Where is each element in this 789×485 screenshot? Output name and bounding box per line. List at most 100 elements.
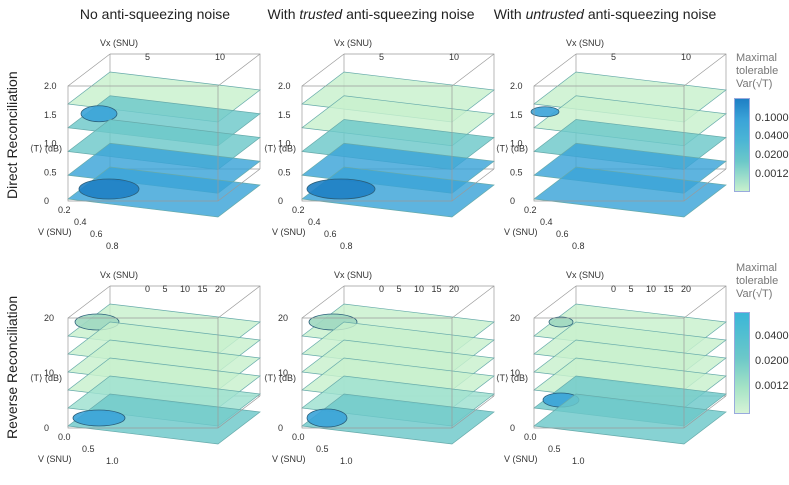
v-tick-label: 0.6	[556, 229, 569, 239]
t-tick-label: 1.5	[44, 110, 57, 120]
front-frame	[533, 285, 727, 429]
front-frame	[533, 53, 727, 202]
v-tick-label: 0.8	[340, 241, 353, 251]
t-tick-label: 1.0	[44, 139, 57, 149]
v-tick-label: 0.8	[572, 241, 585, 251]
vx-tick-label: 10	[449, 52, 459, 62]
vx-axis-label: Vx (SNU)	[334, 38, 372, 48]
column-title-3: With untrusted anti-squeezing noise	[493, 6, 717, 22]
row-title-reverse: Reverse Reconciliation	[4, 295, 20, 440]
vx-tick-label: 20	[215, 284, 225, 294]
legend-top-label-1: 0.1000	[755, 112, 789, 124]
legend-bottom-title: Maximal tolerable Var(√T)	[736, 262, 779, 300]
v-axis-label: V (SNU)	[38, 227, 72, 237]
v-tick-label: 0.0	[58, 432, 71, 442]
t-tick-label: 10	[278, 368, 288, 378]
t-axis-label: ⟨T⟩ (dB)	[264, 373, 296, 383]
colorbar-bottom	[734, 312, 750, 414]
t-axis-label: ⟨T⟩ (dB)	[496, 373, 528, 383]
vx-tick-label: 0	[379, 284, 384, 294]
contour-region	[80, 105, 118, 123]
vx-tick-label: 10	[646, 284, 656, 294]
t-axis-label: ⟨T⟩ (dB)	[30, 373, 62, 383]
plot-direct-trusted: Vx (SNU) V (SNU) ⟨T⟩ (dB) 0 0.5 1.0 1.5 2.0 5 10 0…	[264, 38, 495, 251]
v-tick-label: 0.6	[324, 229, 337, 239]
vx-axis-label: Vx (SNU)	[100, 38, 138, 48]
contour-region	[306, 408, 348, 428]
v-tick-label: 0.6	[90, 229, 103, 239]
vx-tick-label: 10	[414, 284, 424, 294]
contour-region	[72, 409, 126, 427]
contour-region	[306, 178, 376, 200]
v-tick-label: 0.4	[540, 217, 553, 227]
t-axis-label: ⟨T⟩ (dB)	[496, 144, 528, 154]
v-tick-label: 0.5	[548, 444, 561, 454]
vx-axis-label: Vx (SNU)	[566, 38, 604, 48]
legend-top-title: Maximal tolerable Var(√T)	[736, 52, 779, 90]
vx-tick-label: 5	[163, 284, 168, 294]
surface-sheet	[301, 393, 495, 445]
column-title-2: With trusted anti-squeezing noise	[267, 6, 475, 22]
v-tick-label: 1.0	[572, 456, 585, 466]
t-tick-label: 20	[278, 313, 288, 323]
vx-tick-label: 10	[215, 52, 225, 62]
vx-tick-label: 10	[681, 52, 691, 62]
v-tick-label: 0.4	[308, 217, 321, 227]
t-tick-label: 0.5	[278, 167, 291, 177]
vx-axis-label: Vx (SNU)	[334, 270, 372, 280]
row-title-direct: Direct Reconciliation	[4, 71, 20, 199]
v-tick-label: 1.0	[106, 456, 119, 466]
contour-region	[548, 316, 574, 328]
v-tick-label: 0.2	[292, 205, 305, 215]
vx-tick-label: 5	[397, 284, 402, 294]
vx-tick-label: 5	[145, 52, 150, 62]
v-axis-label: V (SNU)	[504, 454, 538, 464]
t-tick-label: 2.0	[44, 81, 57, 91]
v-tick-label: 0.2	[58, 205, 71, 215]
t-tick-label: 0	[510, 196, 515, 206]
legend-bottom-label-3: 0.0012	[755, 380, 789, 392]
surface-sheet	[67, 393, 261, 445]
colorbar-top	[734, 98, 750, 192]
t-tick-label: 0	[44, 196, 49, 206]
surface-sheet	[533, 393, 727, 445]
v-axis-label: V (SNU)	[272, 454, 306, 464]
vx-tick-label: 15	[432, 284, 442, 294]
vx-tick-label: 10	[180, 284, 190, 294]
vx-axis-label: Vx (SNU)	[100, 270, 138, 280]
legend-top-label-2: 0.0400	[755, 130, 789, 142]
t-tick-label: 0.5	[44, 167, 57, 177]
t-tick-label: 2.0	[510, 81, 523, 91]
vx-axis-label: Vx (SNU)	[566, 270, 604, 280]
vx-tick-label: 20	[449, 284, 459, 294]
vx-tick-label: 0	[611, 284, 616, 294]
v-axis-label: V (SNU)	[38, 454, 72, 464]
front-frame	[301, 53, 495, 202]
t-tick-label: 20	[510, 313, 520, 323]
t-tick-label: 1.5	[278, 110, 291, 120]
v-tick-label: 0.2	[524, 205, 537, 215]
legend-top-label-3: 0.0200	[755, 149, 789, 161]
t-axis-label: ⟨T⟩ (dB)	[264, 144, 296, 154]
vx-tick-label: 5	[629, 284, 634, 294]
vx-tick-label: 15	[198, 284, 208, 294]
v-tick-label: 0.5	[82, 444, 95, 454]
t-axis-label: ⟨T⟩ (dB)	[30, 144, 62, 154]
t-tick-label: 10	[44, 368, 54, 378]
v-axis-label: V (SNU)	[272, 227, 306, 237]
front-frame	[67, 53, 261, 202]
plot-direct-untrusted: Vx (SNU) V (SNU) ⟨T⟩ (dB) 0 0.5 1.0 1.5 2.0 5 10 0…	[496, 38, 727, 251]
v-tick-label: 1.0	[340, 456, 353, 466]
contour-region	[530, 106, 560, 118]
t-tick-label: 0	[44, 423, 49, 433]
legend-bottom-label-2: 0.0200	[755, 355, 789, 367]
plot-direct-no-noise: Vx (SNU) V (SNU) ⟨T⟩ (dB) 0 0.5 1.0 1.5 2.0 5 10 0…	[30, 38, 261, 251]
plot-reverse-no-noise: Vx (SNU) V (SNU) ⟨T⟩ (dB) 0 10 20 0 5 10 15 20 0.0 0…	[30, 270, 261, 466]
t-tick-label: 1.5	[510, 110, 523, 120]
t-tick-label: 0	[510, 423, 515, 433]
vx-tick-label: 20	[681, 284, 691, 294]
front-frame	[67, 285, 261, 429]
legend-bottom-label-1: 0.0400	[755, 330, 789, 342]
t-tick-label: 20	[44, 313, 54, 323]
vx-tick-label: 15	[664, 284, 674, 294]
